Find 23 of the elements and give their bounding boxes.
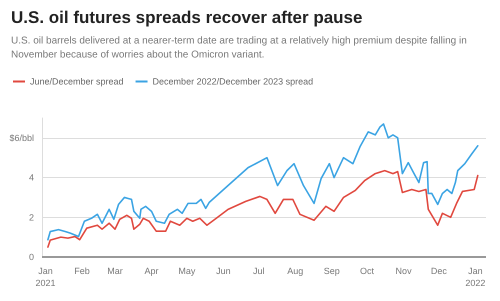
legend-label: June/December spread: [30, 76, 124, 86]
line-series: [47, 170, 479, 248]
x-tick-label: Jul: [252, 266, 264, 276]
line-series: [47, 123, 479, 241]
x-tick-label: Apr: [144, 266, 159, 276]
y-tick-label: $6/bbl: [9, 132, 34, 143]
chart-subtitle: U.S. oil barrels delivered at a nearer-term date are trading at a relatively high premium despite falling in November because of worries about the Omicron variant.: [11, 36, 470, 60]
x-tick-label: Sep: [324, 266, 340, 276]
x-tick-label: Jan 2021: [36, 266, 56, 288]
y-tick-label: 2: [28, 212, 34, 222]
x-tick-label: May: [178, 266, 196, 276]
x-tick-label: Jun: [216, 266, 231, 276]
y-tick-label: 4: [28, 172, 34, 183]
x-tick-label: Nov: [396, 266, 412, 276]
x-tick-label: Jan 2022: [465, 266, 486, 288]
x-tick-label: Dec: [430, 266, 448, 276]
x-tick-label: Oct: [360, 266, 375, 276]
x-tick-label: Aug: [287, 266, 304, 276]
legend-label: December 2022/December 2023 spread: [152, 76, 314, 86]
chart-title: U.S. oil futures spreads recover after pause: [11, 8, 362, 27]
x-tick-label: Mar: [107, 266, 123, 276]
y-tick-label: 0: [28, 252, 34, 262]
x-tick-label: Feb: [74, 266, 90, 276]
